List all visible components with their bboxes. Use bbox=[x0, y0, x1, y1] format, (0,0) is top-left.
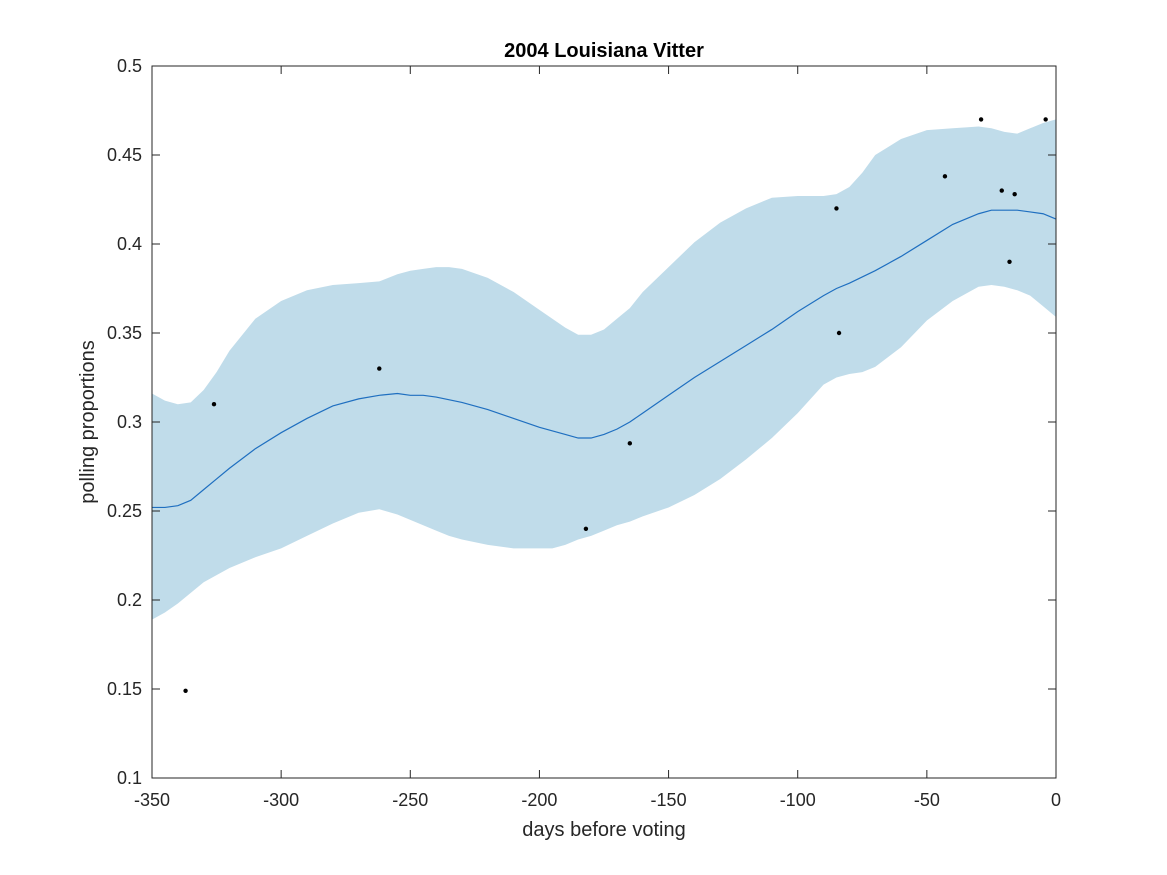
x-tick-label: -100 bbox=[780, 790, 816, 810]
data-point bbox=[836, 330, 842, 336]
y-tick-label: 0.4 bbox=[117, 234, 142, 254]
x-tick-label: -250 bbox=[392, 790, 428, 810]
y-tick-label: 0.25 bbox=[107, 501, 142, 521]
x-tick-label: -50 bbox=[914, 790, 940, 810]
y-tick-label: 0.35 bbox=[107, 323, 142, 343]
x-tick-label: 0 bbox=[1051, 790, 1061, 810]
x-tick-label: -150 bbox=[651, 790, 687, 810]
data-point bbox=[1007, 259, 1012, 264]
y-axis-label: polling proportions bbox=[77, 340, 99, 503]
data-point bbox=[942, 174, 948, 179]
y-tick-label: 0.1 bbox=[117, 768, 142, 788]
data-point bbox=[627, 441, 633, 446]
plot-area: -350 -300 -250 -200 -150 -100 -50 0 0.1 0.15 0.2 0.… bbox=[107, 56, 1061, 810]
x-tick-label: -350 bbox=[134, 790, 170, 810]
x-tick-label: -300 bbox=[263, 790, 299, 810]
y-tick-label: 0.45 bbox=[107, 145, 142, 165]
data-point bbox=[1012, 191, 1017, 197]
y-tick-label: 0.2 bbox=[117, 590, 142, 610]
data-point bbox=[183, 688, 188, 693]
y-tick-label: 0.3 bbox=[117, 412, 142, 432]
data-point bbox=[978, 117, 984, 122]
data-point bbox=[834, 206, 839, 211]
data-point bbox=[999, 188, 1004, 193]
series-line-0 bbox=[152, 209, 1057, 509]
data-point bbox=[211, 402, 217, 407]
x-axis-label: days before voting bbox=[522, 819, 685, 841]
data-point bbox=[1043, 117, 1048, 122]
confidence-band bbox=[152, 119, 1056, 620]
x-tick-label: -200 bbox=[521, 790, 557, 810]
y-tick-label: 0.15 bbox=[107, 679, 142, 699]
data-point bbox=[583, 526, 589, 531]
chart-title: 2004 Louisiana Vitter bbox=[504, 40, 704, 62]
data-point bbox=[377, 366, 382, 371]
y-tick-label: 0.5 bbox=[117, 56, 142, 76]
